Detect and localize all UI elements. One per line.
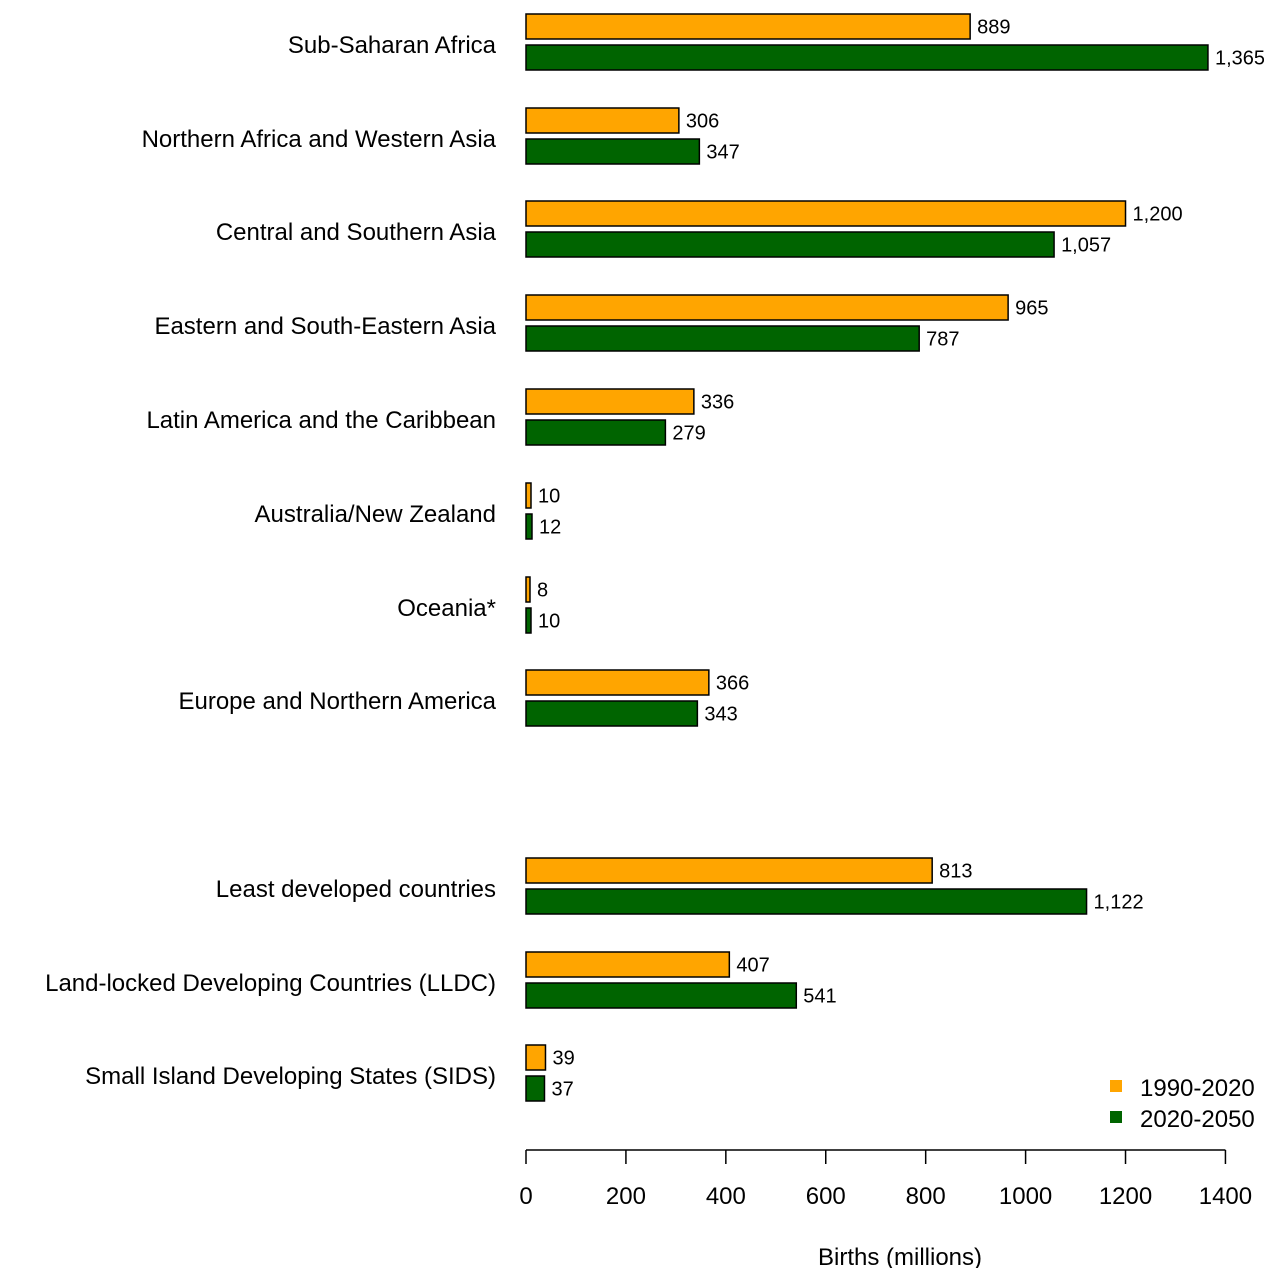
bar-2020-2050: [525, 982, 798, 1009]
x-tick-label: 200: [606, 1183, 646, 1210]
value-label: 343: [704, 704, 737, 726]
legend-swatch: [1110, 1111, 1122, 1123]
value-label: 306: [686, 111, 719, 133]
category-label: Oceania*: [397, 595, 496, 622]
bar-2020-2050: [525, 325, 920, 352]
value-label: 8: [537, 580, 548, 602]
category-label: Northern Africa and Western Asia: [142, 126, 497, 153]
category-label: Europe and Northern America: [178, 688, 496, 715]
bar-1990-2020: [525, 1044, 547, 1071]
bar-1990-2020: [525, 482, 532, 509]
bars: [525, 13, 1209, 1102]
category-labels: Sub-Saharan Africa Northern Africa and We…: [45, 32, 497, 1090]
value-label: 347: [706, 142, 739, 164]
category-label: Central and Southern Asia: [216, 219, 497, 246]
category-label: Latin America and the Caribbean: [146, 407, 496, 434]
value-label: 366: [716, 673, 749, 695]
value-label: 12: [539, 517, 561, 539]
bar-1990-2020: [525, 669, 710, 696]
value-label: 1,057: [1061, 235, 1111, 257]
x-axis-title: Births (millions): [818, 1244, 982, 1268]
x-tick-label: 1200: [1099, 1183, 1152, 1210]
bar-1990-2020: [525, 294, 1009, 321]
bar-1990-2020: [525, 200, 1127, 227]
value-label: 1,365: [1215, 48, 1264, 70]
value-label: 1,122: [1094, 892, 1144, 914]
bar-2020-2050: [525, 513, 533, 540]
category-label: Land-locked Developing Countries (LLDC): [45, 970, 496, 997]
x-tick-label: 1000: [999, 1183, 1052, 1210]
value-label: 407: [736, 955, 769, 977]
value-label: 541: [803, 986, 836, 1008]
value-label: 965: [1015, 298, 1048, 320]
x-axis: 0 200 400 600 800 1000 1200 1400: [519, 1149, 1252, 1210]
bar-2020-2050: [525, 138, 701, 165]
legend-swatch: [1110, 1080, 1122, 1092]
value-label: 336: [701, 392, 734, 414]
value-label: 889: [977, 17, 1010, 39]
category-label: Australia/New Zealand: [255, 501, 496, 528]
value-label: 10: [538, 486, 560, 508]
bar-2020-2050: [525, 888, 1088, 915]
bar-1990-2020: [525, 951, 731, 978]
x-tick-label: 800: [906, 1183, 946, 1210]
bar-2020-2050: [525, 1075, 546, 1102]
value-labels: 889 1,365 306 347 1,200 1,057 965 787 336 279 10 12…: [537, 17, 1264, 1101]
category-label: Sub-Saharan Africa: [288, 32, 497, 59]
x-tick-label: 600: [806, 1183, 846, 1210]
value-label: 787: [926, 329, 959, 351]
value-label: 37: [551, 1079, 573, 1101]
bar-2020-2050: [525, 231, 1055, 258]
category-label: Eastern and South-Eastern Asia: [154, 313, 496, 340]
bar-1990-2020: [525, 576, 531, 603]
bar-2020-2050: [525, 607, 532, 634]
legend-label: 2020-2050: [1140, 1106, 1255, 1133]
x-tick-label: 0: [519, 1183, 532, 1210]
value-label: 813: [939, 861, 972, 883]
bar-1990-2020: [525, 107, 680, 134]
value-label: 1,200: [1133, 204, 1183, 226]
category-label: Least developed countries: [216, 876, 496, 903]
value-label: 279: [672, 423, 705, 445]
value-label: 10: [538, 611, 560, 633]
bar-2020-2050: [525, 700, 699, 727]
bar-1990-2020: [525, 13, 971, 40]
x-tick-label: 400: [706, 1183, 746, 1210]
bar-2020-2050: [525, 419, 667, 446]
bar-2020-2050: [525, 44, 1209, 71]
bar-1990-2020: [525, 388, 695, 415]
value-label: 39: [552, 1048, 574, 1070]
legend: 1990-2020 2020-2050: [1110, 1075, 1255, 1133]
bar-1990-2020: [525, 857, 933, 884]
x-tick-label: 1400: [1199, 1183, 1252, 1210]
legend-label: 1990-2020: [1140, 1075, 1255, 1102]
category-label: Small Island Developing States (SIDS): [85, 1063, 496, 1090]
